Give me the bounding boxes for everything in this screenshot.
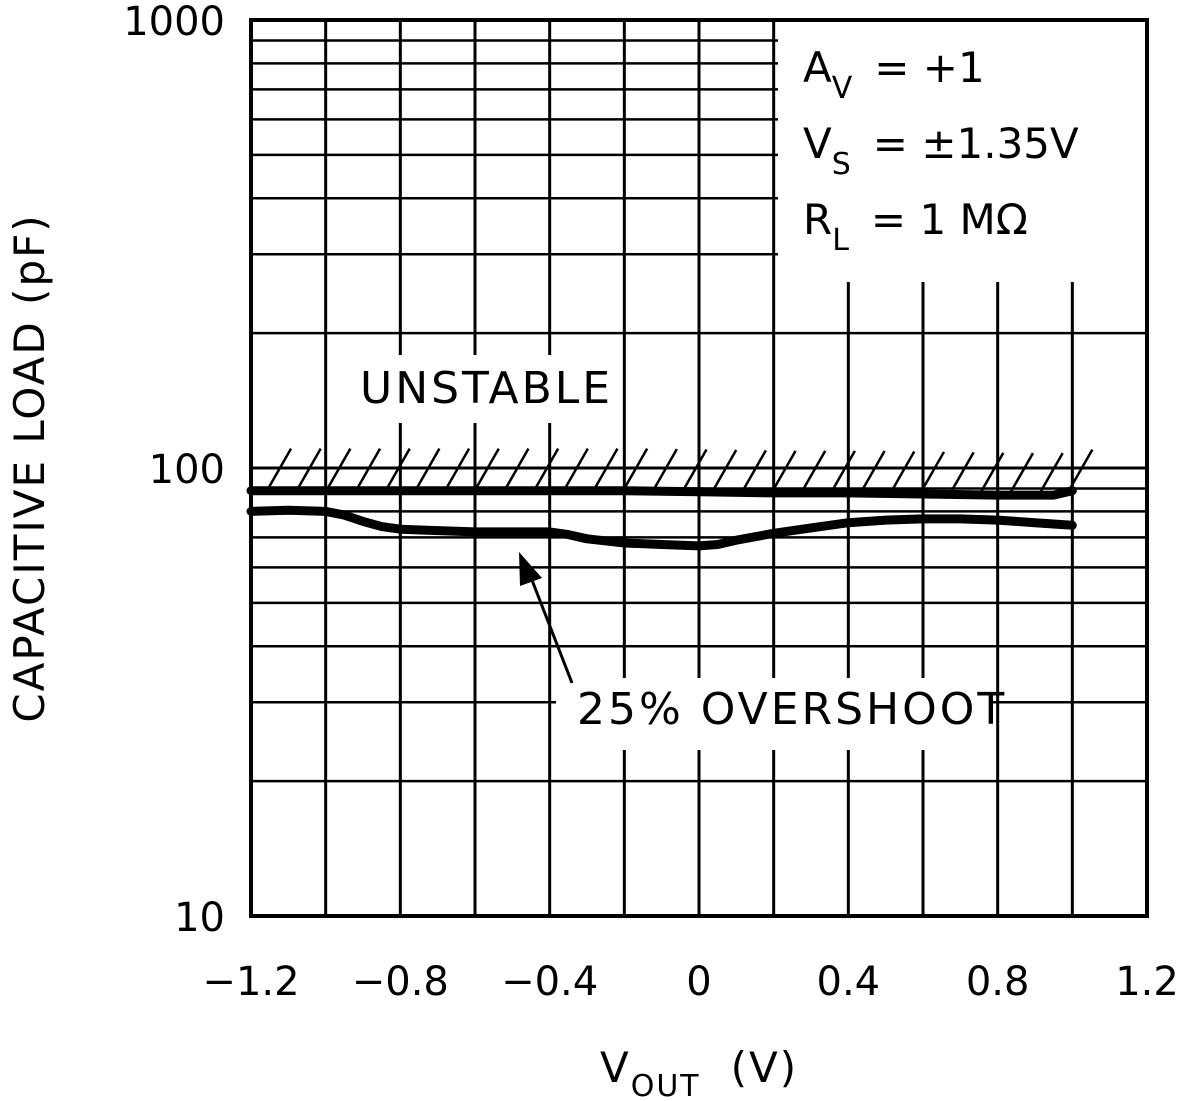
- condition-value: = ±1.35V: [873, 119, 1079, 168]
- x-tick-label: 0.4: [817, 959, 881, 1005]
- hatch-mark: [533, 448, 560, 492]
- overshoot-arrow-shaft: [528, 574, 574, 684]
- conditions-box-background: [778, 22, 1145, 282]
- hatch-mark: [503, 448, 530, 492]
- hatch-mark: [651, 448, 678, 492]
- plot-frame: [249, 18, 1149, 918]
- hatch-mark: [562, 448, 589, 492]
- hatch-mark: [265, 448, 293, 492]
- unstable-label: UNSTABLE: [360, 363, 613, 414]
- x-axis-label: VOUT (V): [600, 1043, 798, 1101]
- y-axis-label-group: CAPACITIVE LOAD (pF): [5, 213, 54, 722]
- x-tick-label: −0.4: [501, 959, 598, 1005]
- hatch-mark: [859, 450, 886, 494]
- condition-symbol: A: [803, 43, 832, 92]
- y-tick-labels: 1000 100 10: [123, 0, 225, 941]
- x-tick-label: −0.8: [352, 959, 449, 1005]
- x-tick-label: −1.2: [202, 959, 299, 1005]
- overshoot-arrow: [519, 552, 574, 684]
- y-tick-label: 1000: [123, 0, 225, 45]
- condition-value: = 1 MΩ: [871, 195, 1028, 244]
- hatch-mark: [978, 452, 1005, 496]
- y-axis-label: CAPACITIVE LOAD (pF): [5, 213, 54, 722]
- condition-line: AV = +1: [803, 43, 985, 106]
- hatch-mark: [1037, 452, 1064, 496]
- hatch-mark: [829, 450, 856, 494]
- hatch-mark: [1007, 452, 1035, 496]
- condition-subscript: L: [832, 223, 849, 258]
- x-tick-label: 1.2: [1115, 959, 1179, 1005]
- hatch-mark: [354, 448, 382, 492]
- hatch-mark: [592, 448, 619, 492]
- hatch-mark: [622, 448, 649, 492]
- hatch-mark: [1067, 448, 1094, 493]
- x-tick-label: 0.8: [966, 959, 1030, 1005]
- hatch-mark: [918, 451, 946, 495]
- hatch-mark: [889, 450, 916, 495]
- hatch-mark: [800, 450, 827, 494]
- condition-symbol: V: [803, 119, 832, 168]
- condition-line: RL = 1 MΩ: [803, 195, 1028, 258]
- unstable-region-hatch: [265, 448, 1094, 496]
- hatch-mark: [473, 448, 500, 492]
- y-tick-label: 100: [149, 447, 225, 493]
- series-line-stability-limit: [246, 486, 1077, 500]
- hatch-mark: [295, 448, 322, 492]
- overshoot-arrow-head: [519, 552, 542, 586]
- overshoot-label-background: [556, 678, 990, 750]
- condition-subscript: V: [832, 71, 853, 106]
- series-lines: [246, 486, 1077, 551]
- condition-value: = +1: [874, 43, 984, 92]
- condition-subscript: S: [832, 147, 851, 182]
- hatch-mark: [770, 450, 797, 494]
- y-tick-label: 10: [174, 895, 225, 941]
- unstable-label-background: [345, 355, 600, 423]
- overshoot-label: 25% OVERSHOOT: [577, 684, 1007, 735]
- x-axis-label-symbol: V: [600, 1043, 631, 1092]
- hatch-mark: [325, 448, 352, 492]
- hatch-mark: [414, 448, 441, 492]
- hatch-mark: [384, 448, 411, 492]
- x-tick-labels: −1.2 −0.8 −0.4 0 0.4 0.8 1.2: [202, 959, 1178, 1005]
- condition-symbol: R: [803, 195, 832, 244]
- x-axis-label-unit: (V): [731, 1043, 799, 1092]
- x-tick-label: 0: [686, 959, 711, 1005]
- hatch-mark: [740, 449, 767, 494]
- hatch-mark: [443, 448, 471, 492]
- x-axis-label-subscript: OUT: [631, 1069, 701, 1101]
- hatch-mark: [681, 448, 708, 493]
- hatch-mark: [711, 449, 738, 493]
- condition-line: VS = ±1.35V: [803, 119, 1079, 182]
- series-line-25-percent-overshoot: [246, 505, 1077, 551]
- hatch-mark: [948, 451, 975, 495]
